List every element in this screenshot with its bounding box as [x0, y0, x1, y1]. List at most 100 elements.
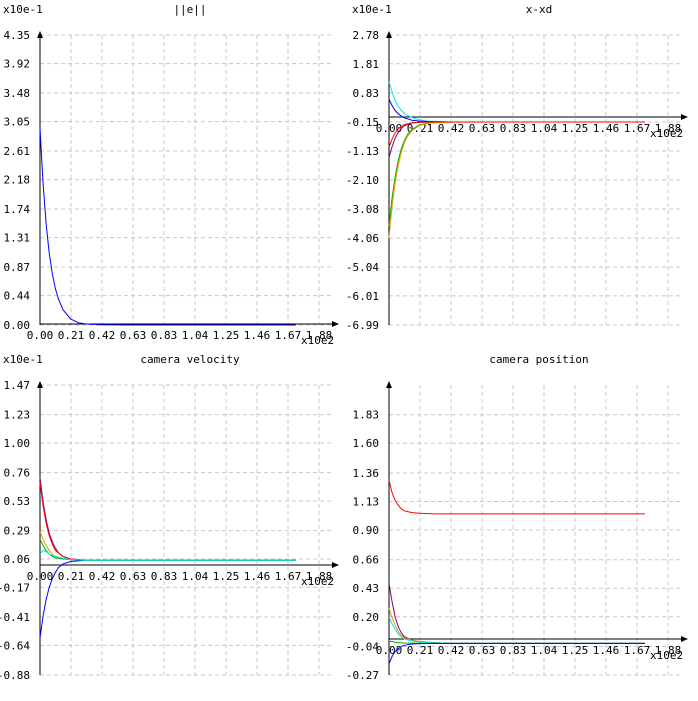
y-tick-label: 0.44	[4, 290, 31, 303]
y-tick-label: 1.13	[353, 495, 380, 508]
y-tick-label: 0.20	[353, 611, 380, 624]
series-line	[388, 583, 645, 644]
y-tick-label: -3.08	[346, 203, 379, 216]
chart-title: ||e||	[173, 3, 206, 16]
y-tick-label: 0.76	[4, 467, 31, 480]
chart-title: camera velocity	[140, 353, 240, 366]
y-tick-label: 1.47	[4, 379, 31, 392]
x-tick-label: 1.46	[593, 122, 620, 135]
x-tick-label: 1.88	[655, 644, 682, 657]
x-tick-label: 0.63	[120, 570, 147, 583]
x-tick-label: 0.00	[376, 644, 403, 657]
x-tick-label: 0.83	[500, 644, 527, 657]
y-tick-label: 1.23	[4, 409, 31, 422]
y-tick-label: -0.27	[346, 669, 379, 682]
x-tick-label: 0.63	[469, 644, 496, 657]
x-scale-label: x10e2	[650, 127, 683, 140]
x-tick-label: 0.42	[438, 122, 465, 135]
y-tick-label: -0.41	[0, 611, 30, 624]
x-tick-label: 0.42	[89, 329, 116, 342]
x-tick-label: 0.00	[27, 570, 54, 583]
x-tick-label: 0.42	[89, 570, 116, 583]
y-tick-label: 0.66	[353, 554, 380, 567]
chart-panel: camera position 1.83 1.60 1.36 1.13 0.90 0.66 0…	[346, 353, 688, 682]
y-tick-label: -6.01	[346, 290, 379, 303]
y-tick-label: 0.90	[353, 524, 380, 537]
y-tick-label: 1.00	[4, 437, 31, 450]
x-tick-label: 1.46	[593, 644, 620, 657]
x-tick-label: 1.88	[306, 329, 333, 342]
y-tick-label: -4.06	[346, 232, 379, 245]
chart-panel: camera velocity x10e-1 1.47 1.23 1.00 0.76 0.5…	[0, 353, 339, 682]
x-tick-label: 0.83	[151, 570, 178, 583]
x-tick-label: 1.25	[213, 570, 240, 583]
x-tick-label: 1.04	[531, 644, 558, 657]
y-axis-arrow	[386, 381, 392, 388]
y-tick-label: 1.81	[353, 58, 380, 71]
y-axis-arrow	[37, 381, 43, 388]
y-tick-label: 2.78	[353, 29, 380, 42]
y-tick-label: 0.87	[4, 261, 31, 274]
x-tick-label: 1.46	[244, 570, 271, 583]
y-tick-label: -0.15	[346, 116, 379, 129]
x-tick-label: 1.67	[275, 329, 302, 342]
x-tick-label: 0.21	[407, 122, 434, 135]
x-tick-label: 1.04	[182, 329, 209, 342]
series-line	[388, 642, 645, 664]
x-tick-label: 0.63	[120, 329, 147, 342]
x-tick-label: 0.42	[438, 644, 465, 657]
x-axis-arrow	[332, 562, 339, 568]
x-tick-label: 1.25	[562, 122, 589, 135]
chart-title: x-xd	[526, 3, 553, 16]
x-tick-label: 0.83	[151, 329, 178, 342]
x-scale-label: x10e2	[650, 649, 683, 662]
y-tick-label: 3.05	[4, 116, 31, 129]
x-scale-label: x10e2	[301, 575, 334, 588]
series-line	[388, 98, 645, 123]
y-tick-label: 1.36	[353, 467, 380, 480]
y-scale-label: x10e-1	[3, 3, 43, 16]
x-tick-label: 1.25	[213, 329, 240, 342]
x-scale-label: x10e2	[301, 334, 334, 347]
x-axis-arrow	[332, 321, 339, 327]
y-tick-label: -0.64	[0, 639, 30, 652]
x-tick-label: 0.21	[58, 329, 85, 342]
x-tick-label: 1.04	[531, 122, 558, 135]
y-tick-label: -6.99	[346, 319, 379, 332]
x-tick-label: 1.46	[244, 329, 271, 342]
y-scale-label: x10e-1	[352, 3, 392, 16]
y-axis-arrow	[37, 31, 43, 38]
y-tick-label: 2.61	[4, 145, 31, 158]
x-tick-label: 0.00	[27, 329, 54, 342]
y-tick-label: 4.35	[4, 29, 31, 42]
y-tick-label: -0.04	[346, 640, 379, 653]
y-scale-label: x10e-1	[3, 353, 43, 366]
x-tick-label: 0.21	[407, 644, 434, 657]
series-line	[388, 121, 645, 148]
y-tick-label: 0.00	[4, 319, 31, 332]
y-axis-arrow	[386, 31, 392, 38]
y-tick-label: 1.74	[4, 203, 31, 216]
y-tick-label: 0.43	[353, 582, 380, 595]
y-tick-label: 1.31	[4, 232, 31, 245]
x-tick-label: 1.04	[182, 570, 209, 583]
y-tick-label: 0.29	[4, 525, 31, 538]
series-line	[39, 128, 296, 326]
x-tick-label: 1.88	[655, 122, 682, 135]
y-tick-label: 0.83	[353, 87, 380, 100]
chart-panel: x-xd x10e-1 2.78 1.81 0.83 -0.15 -1.13 -2.10 -3.…	[346, 3, 688, 332]
x-axis-arrow	[681, 114, 688, 120]
x-tick-label: 1.67	[275, 570, 302, 583]
x-tick-label: 0.63	[469, 122, 496, 135]
chart-panel: ||e|| x10e-1 4.35 3.92 3.48 3.05 2.61 2.18 1.74 1…	[3, 3, 339, 347]
y-tick-label: 3.48	[4, 87, 31, 100]
x-tick-label: 1.25	[562, 644, 589, 657]
y-tick-label: -1.13	[346, 145, 379, 158]
chart-title: camera position	[489, 353, 588, 366]
x-tick-label: 1.88	[306, 570, 333, 583]
x-axis-arrow	[681, 636, 688, 642]
y-tick-label: 3.92	[4, 58, 31, 71]
x-tick-label: 0.21	[58, 570, 85, 583]
y-tick-label: 1.83	[353, 409, 380, 422]
